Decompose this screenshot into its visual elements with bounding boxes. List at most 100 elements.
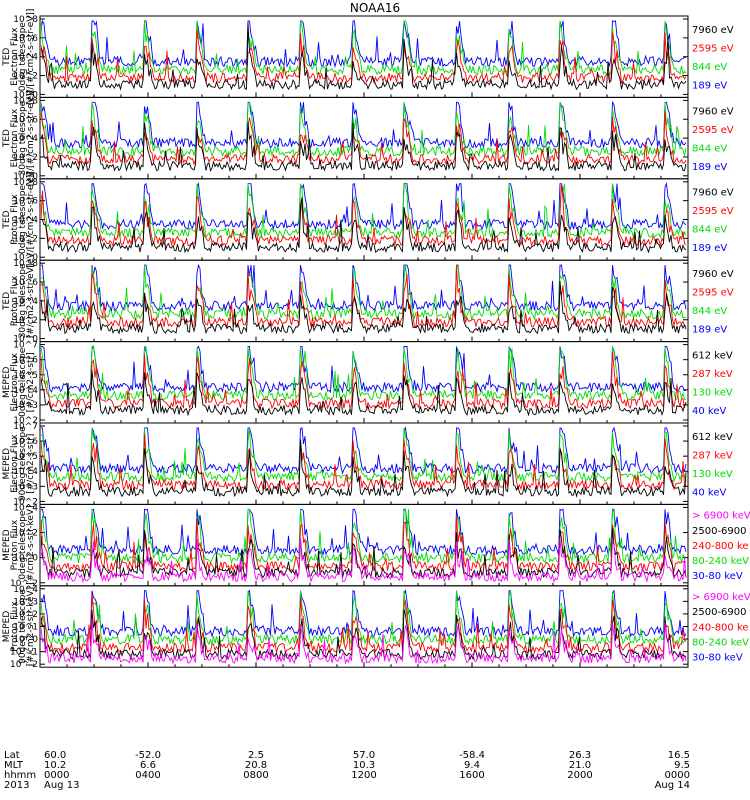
legend-entry: 240-800 ke: [692, 541, 749, 552]
x-tick-label-lat: -52.0: [135, 750, 161, 761]
y-tick-label: 10^2: [13, 529, 38, 539]
series-traces: [41, 507, 687, 584]
series-line: [41, 30, 687, 85]
figure-title: NOAA16: [350, 1, 400, 15]
y-axis-label: [#/cm2-s-str-keV]: [26, 587, 36, 666]
y-tick-label: 10^-2: [10, 660, 38, 670]
x-tick-label-lat: 60.0: [44, 750, 66, 761]
x-tick-label-date: Aug 14: [655, 780, 690, 791]
y-tick-label: 10^4: [13, 386, 38, 396]
series-line: [41, 351, 687, 411]
legend-entry: 844 eV: [692, 225, 727, 236]
y-axis-label: [eV/[#/cm2-s-str-eV]]: [26, 90, 36, 186]
y-axis-label: Electron Flux: [10, 434, 20, 493]
x-tick-label-hhmm: 0800: [243, 770, 268, 781]
series-line: [41, 345, 687, 394]
x-tick-label-mlt: 6.6: [140, 760, 156, 771]
y-axis-label: Electron Flux: [10, 27, 20, 86]
series-line: [41, 369, 687, 417]
series-line: [41, 427, 687, 484]
y-tick-label: 10^4: [13, 53, 38, 63]
series-traces: [41, 19, 687, 91]
y-axis-label: MEPED: [2, 366, 12, 398]
series-line: [41, 426, 687, 475]
y-tick-label: 10^6: [13, 278, 38, 288]
y-axis-label: 30deg telescope: [18, 263, 28, 338]
legend-entry: 7960 eV: [692, 106, 734, 117]
y-axis-label: [#/cm2-s-str]: [26, 352, 36, 412]
x-tick-label-hhmm: 0000: [665, 770, 690, 781]
y-axis-label: [eV/[#/cm2-s-str-eV]]: [26, 9, 36, 105]
legend-entry: 2500-6900: [692, 607, 747, 618]
x-tick-label-hhmm: 0000: [44, 770, 69, 781]
legend-entry: 287 keV: [692, 369, 733, 380]
y-axis-label: 0deg telescope: [18, 185, 28, 255]
panel-frame: [39, 422, 689, 505]
legend-entry: 844 eV: [692, 62, 727, 73]
y-tick-label: 10^4: [13, 503, 38, 513]
legend-entry: 2500-6900: [692, 526, 747, 537]
y-axis-label: Proton Flux: [10, 194, 20, 245]
series-line: [41, 594, 687, 654]
x-tick-label-mlt: 21.0: [569, 760, 591, 771]
y-tick-label: 10^0: [13, 90, 38, 100]
series-line: [41, 263, 687, 321]
x-tick-label-lat: -58.4: [459, 750, 485, 761]
series-line: [41, 182, 687, 239]
y-axis-label: 90deg telescope: [18, 589, 28, 664]
series-traces: [41, 182, 687, 254]
x-tick-label-hhmm: 1200: [351, 770, 376, 781]
y-tick-label: 10^5: [13, 371, 38, 381]
y-tick-label: 10^6: [13, 437, 38, 447]
x-tick-label-mlt: 9.4: [464, 760, 480, 771]
y-tick-label: 10^4: [13, 297, 38, 307]
series-line: [41, 345, 687, 402]
panel-frame: [39, 15, 689, 98]
legend-entry: 612 keV: [692, 350, 733, 361]
y-tick-label: 10^3: [13, 597, 38, 607]
y-tick-label: 10^8: [13, 15, 38, 25]
y-tick-label: 10^6: [13, 356, 38, 366]
y-tick-label: 10^-2: [10, 579, 38, 589]
series-line: [41, 122, 687, 173]
y-tick-label: 10^2: [13, 316, 38, 326]
y-tick-label: 10^1: [13, 623, 38, 633]
x-row-label: Lat: [4, 750, 20, 761]
y-axis-label: MEPED: [2, 448, 12, 480]
y-axis-label: Proton Flux: [10, 601, 20, 652]
y-axis-label: 0deg telescope: [18, 510, 28, 580]
series-traces: [41, 263, 687, 335]
y-axis-label: 0deg telescope: [18, 22, 28, 92]
series-traces: [41, 426, 687, 498]
y-tick-label: 10^7: [13, 422, 38, 432]
x-tick-label-lat: 26.3: [569, 750, 591, 761]
y-axis-label: 30deg telescope: [18, 100, 28, 175]
y-tick-label: 10^6: [13, 34, 38, 44]
legend-entry: 40 keV: [692, 406, 726, 417]
y-axis-label: [#/cm2-s-str-eV]: [26, 264, 36, 339]
series-line: [41, 618, 687, 665]
x-tick-label-mlt: 9.5: [674, 760, 690, 771]
panel-8: 10^4 10^3 10^2 10^1 10^0 10^-1 10^-2 MEPEDProto…: [2, 585, 750, 670]
legend-entry: 2595 eV: [692, 43, 734, 54]
series-line: [41, 589, 687, 638]
legend-entry: 844 eV: [692, 143, 727, 154]
x-tick-label-mlt: 20.8: [245, 760, 267, 771]
y-axis-label: [#/cm2-s-str]: [26, 434, 36, 494]
series-traces: [41, 589, 687, 665]
y-tick-label: 10^0: [13, 172, 38, 182]
legend-entry: 40 keV: [692, 487, 726, 498]
series-line: [41, 590, 687, 646]
x-tick-label-hhmm: 1600: [459, 770, 484, 781]
legend-entry: 7960 eV: [692, 188, 734, 199]
y-tick-label: 10^2: [13, 497, 38, 507]
series-line: [41, 182, 687, 231]
y-tick-label: 10^7: [13, 341, 38, 351]
legend-entry: 189 eV: [692, 243, 727, 254]
legend-entry: 189 eV: [692, 80, 727, 91]
y-tick-label: 10^6: [13, 197, 38, 207]
